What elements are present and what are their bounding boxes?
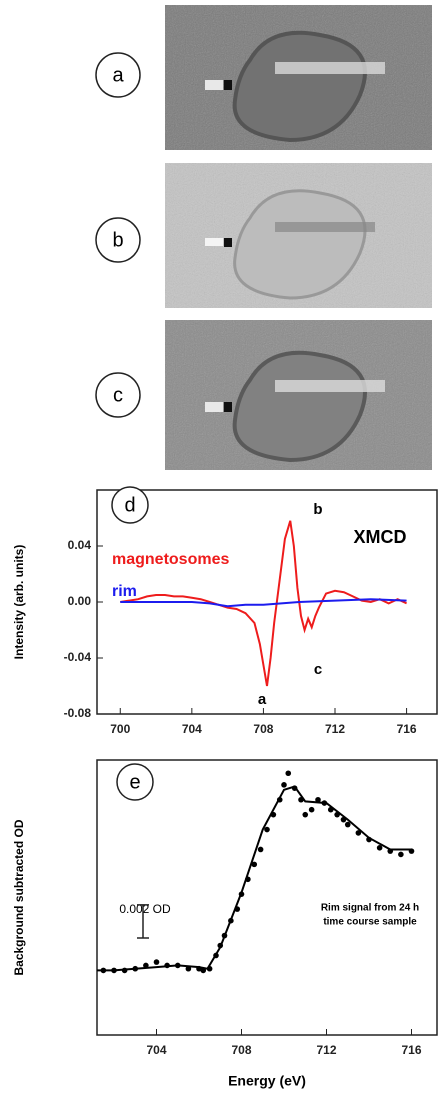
y-tick-label: 0.04: [68, 538, 92, 552]
data-point: [302, 811, 309, 818]
data-point: [398, 851, 404, 858]
y-axis-label: Background subtracted OD: [12, 819, 26, 975]
panel-label: b: [112, 229, 123, 251]
x-tick-label: 704: [182, 722, 202, 736]
image-c: [165, 320, 432, 470]
image-b: [165, 163, 432, 308]
x-tick-label: 708: [253, 722, 273, 736]
x-tick-label: 712: [325, 722, 345, 736]
panel-label: e: [129, 771, 140, 793]
fit-line: [97, 785, 412, 972]
panel-label: a: [112, 64, 124, 86]
annotation: Rim signal from 24 h: [321, 903, 419, 914]
scale-bar: [137, 904, 149, 939]
label-circle: [95, 372, 141, 418]
series-line: [120, 598, 407, 608]
y-tick-label: -0.08: [64, 706, 92, 720]
series-line: [120, 520, 408, 687]
data-point: [153, 959, 160, 965]
image-a: [165, 5, 432, 150]
x-tick-label: 716: [397, 722, 417, 736]
data-point: [257, 846, 264, 853]
data-point: [308, 806, 315, 813]
x-tick-label: 716: [401, 1043, 421, 1057]
annotation: a: [258, 691, 267, 708]
data-point: [285, 770, 292, 777]
y-tick-label: 0.00: [68, 594, 92, 608]
plot-frame: [96, 759, 438, 1036]
label-circle: [95, 52, 141, 98]
data-point: [251, 861, 258, 868]
annotation: XMCD: [354, 527, 407, 547]
data-point: [264, 826, 270, 833]
annotation: b: [313, 501, 322, 518]
scale-bar-label: 0.002 OD: [119, 902, 171, 916]
legend-label: rim: [112, 583, 137, 600]
y-tick-label: -0.04: [64, 650, 92, 664]
data-point: [376, 845, 383, 851]
data-point: [315, 796, 321, 803]
label-circle: [116, 763, 154, 801]
panel-label: d: [124, 494, 135, 516]
x-tick-label: 700: [110, 722, 130, 736]
annotation: c: [314, 661, 322, 678]
legend-label: magnetosomes: [112, 551, 229, 568]
data-point: [281, 782, 287, 788]
x-tick-label: 704: [146, 1043, 166, 1057]
x-tick-label: 708: [231, 1043, 251, 1057]
y-axis-label: Intensity (arb. units): [12, 545, 26, 660]
label-circle: [111, 486, 149, 524]
data-point: [355, 830, 362, 836]
x-tick-label: 712: [316, 1043, 336, 1057]
x-axis-label: Energy (eV): [228, 1073, 306, 1089]
annotation: time course sample: [323, 917, 417, 928]
panel-label: c: [113, 384, 123, 406]
data-point: [344, 821, 351, 828]
label-circle: [95, 217, 141, 263]
